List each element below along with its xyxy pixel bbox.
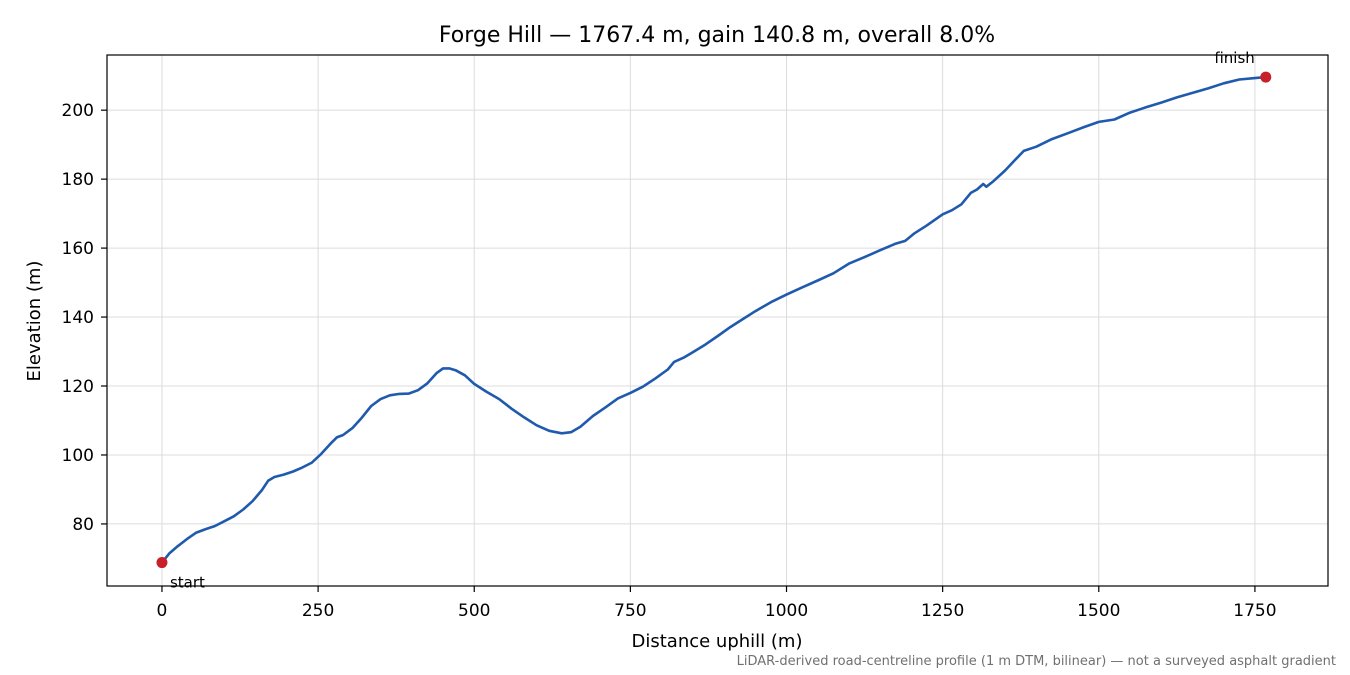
y-tick-label: 180 xyxy=(62,170,94,190)
footnote: LiDAR-derived road-centreline profile (1… xyxy=(737,654,1336,669)
y-tick-label: 160 xyxy=(62,239,94,259)
x-tick-label: 1000 xyxy=(765,601,808,621)
y-axis-label: Elevation (m) xyxy=(24,261,45,382)
x-tick-label: 1750 xyxy=(1233,601,1276,621)
gridlines xyxy=(107,55,1328,586)
x-tick-label: 500 xyxy=(458,601,490,621)
y-tick-label: 80 xyxy=(72,515,94,535)
elevation-series-line xyxy=(160,75,1268,564)
y-tick-label: 120 xyxy=(62,377,94,397)
plot-frame xyxy=(106,54,1329,587)
marker-label-start: start xyxy=(170,574,205,592)
marker-label-finish: finish xyxy=(1214,49,1254,67)
y-tick-label: 200 xyxy=(62,101,94,121)
y-tick-label: 100 xyxy=(62,446,94,466)
x-axis-ticks: 0 250 500 750 1000 1250 1500 1750 xyxy=(157,586,1277,621)
y-axis-ticks: 80 100 120 140 160 180 200 xyxy=(62,101,107,535)
chart-title: Forge Hill — 1767.4 m, gain 140.8 m, ove… xyxy=(439,23,995,48)
x-tick-label: 750 xyxy=(614,601,646,621)
x-tick-label: 0 xyxy=(157,601,168,621)
marker-start xyxy=(156,557,168,569)
endpoint-markers: start finish xyxy=(156,49,1272,592)
x-tick-label: 1250 xyxy=(921,601,964,621)
marker-finish xyxy=(1260,71,1272,83)
x-tick-label: 250 xyxy=(302,601,334,621)
x-axis-label: Distance uphill (m) xyxy=(632,631,803,652)
x-tick-label: 1500 xyxy=(1077,601,1120,621)
y-tick-label: 140 xyxy=(62,308,94,328)
